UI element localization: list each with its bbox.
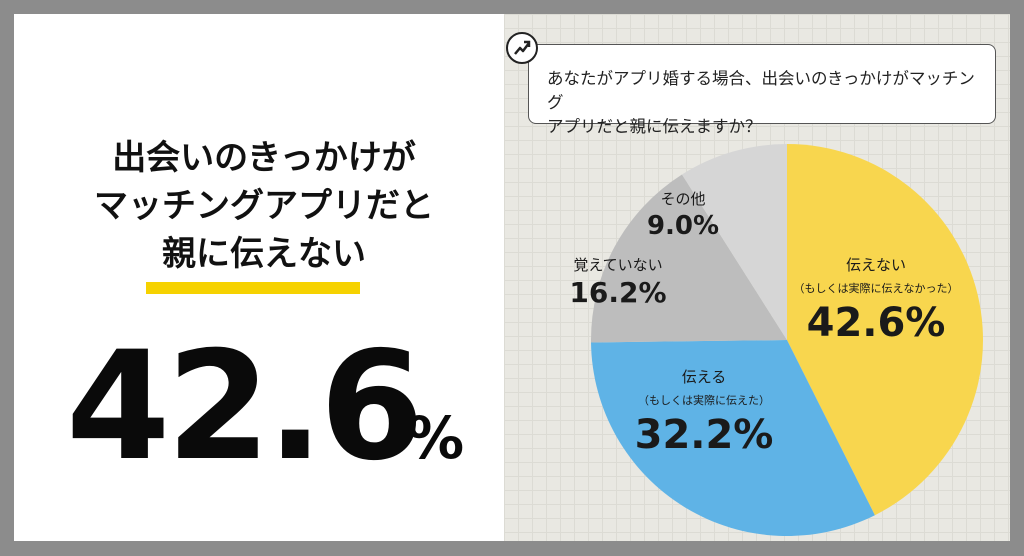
question-line-2: アプリだと親に伝えますか？ [547,117,762,136]
headline-highlight [146,282,360,294]
slice-value-1: 32.2% [635,412,774,458]
headline: 出会いのきっかけが マッチングアプリだと 親に伝えない [54,134,474,278]
slice-label-2: 覚えていない [573,256,662,274]
card: 出会いのきっかけが マッチングアプリだと 親に伝えない 42.6 % あなたがア… [14,14,1010,541]
pie-slice-2 [591,174,787,343]
pie-slice-0 [787,144,983,516]
slice-label-1: 伝える [682,368,727,386]
slice-label-0: 伝えない [846,256,906,274]
question-box: あなたがアプリ婚する場合、出会いのきっかけがマッチング アプリだと親に伝えますか… [528,44,996,136]
big-stat-value: 42.6 [66,320,424,494]
trend-arrow-icon [506,32,538,64]
pie-slice-3 [681,144,787,340]
question-text: あなたがアプリ婚する場合、出会いのきっかけがマッチング アプリだと親に伝えますか… [547,67,987,139]
headline-line-3: 親に伝えない [162,234,366,274]
slice-sublabel-1: （もしくは実際に伝えた） [638,393,770,407]
pie-chart: 伝えない （もしくは実際に伝えなかった） 42.6% 伝える （もしくは実際に伝えた） 3… [569,144,983,536]
pie-slice-1 [591,340,875,536]
trend-arrow-glyph [514,40,531,55]
headline-line-2: マッチングアプリだと [94,186,434,226]
slice-value-0: 42.6% [807,300,946,346]
chart-panel: あなたがアプリ婚する場合、出会いのきっかけがマッチング アプリだと親に伝えますか… [504,14,1010,541]
summary-panel: 出会いのきっかけが マッチングアプリだと 親に伝えない 42.6 % [14,14,504,541]
slice-value-3: 9.0% [647,211,719,241]
slice-sublabel-0: （もしくは実際に伝えなかった） [794,281,959,295]
question-line-1: あなたがアプリ婚する場合、出会いのきっかけがマッチング [547,69,975,112]
slice-label-3: その他 [660,190,705,208]
big-stat-unit: % [406,404,465,472]
headline-line-1: 出会いのきっかけが [112,138,416,178]
slice-value-2: 16.2% [569,276,666,309]
